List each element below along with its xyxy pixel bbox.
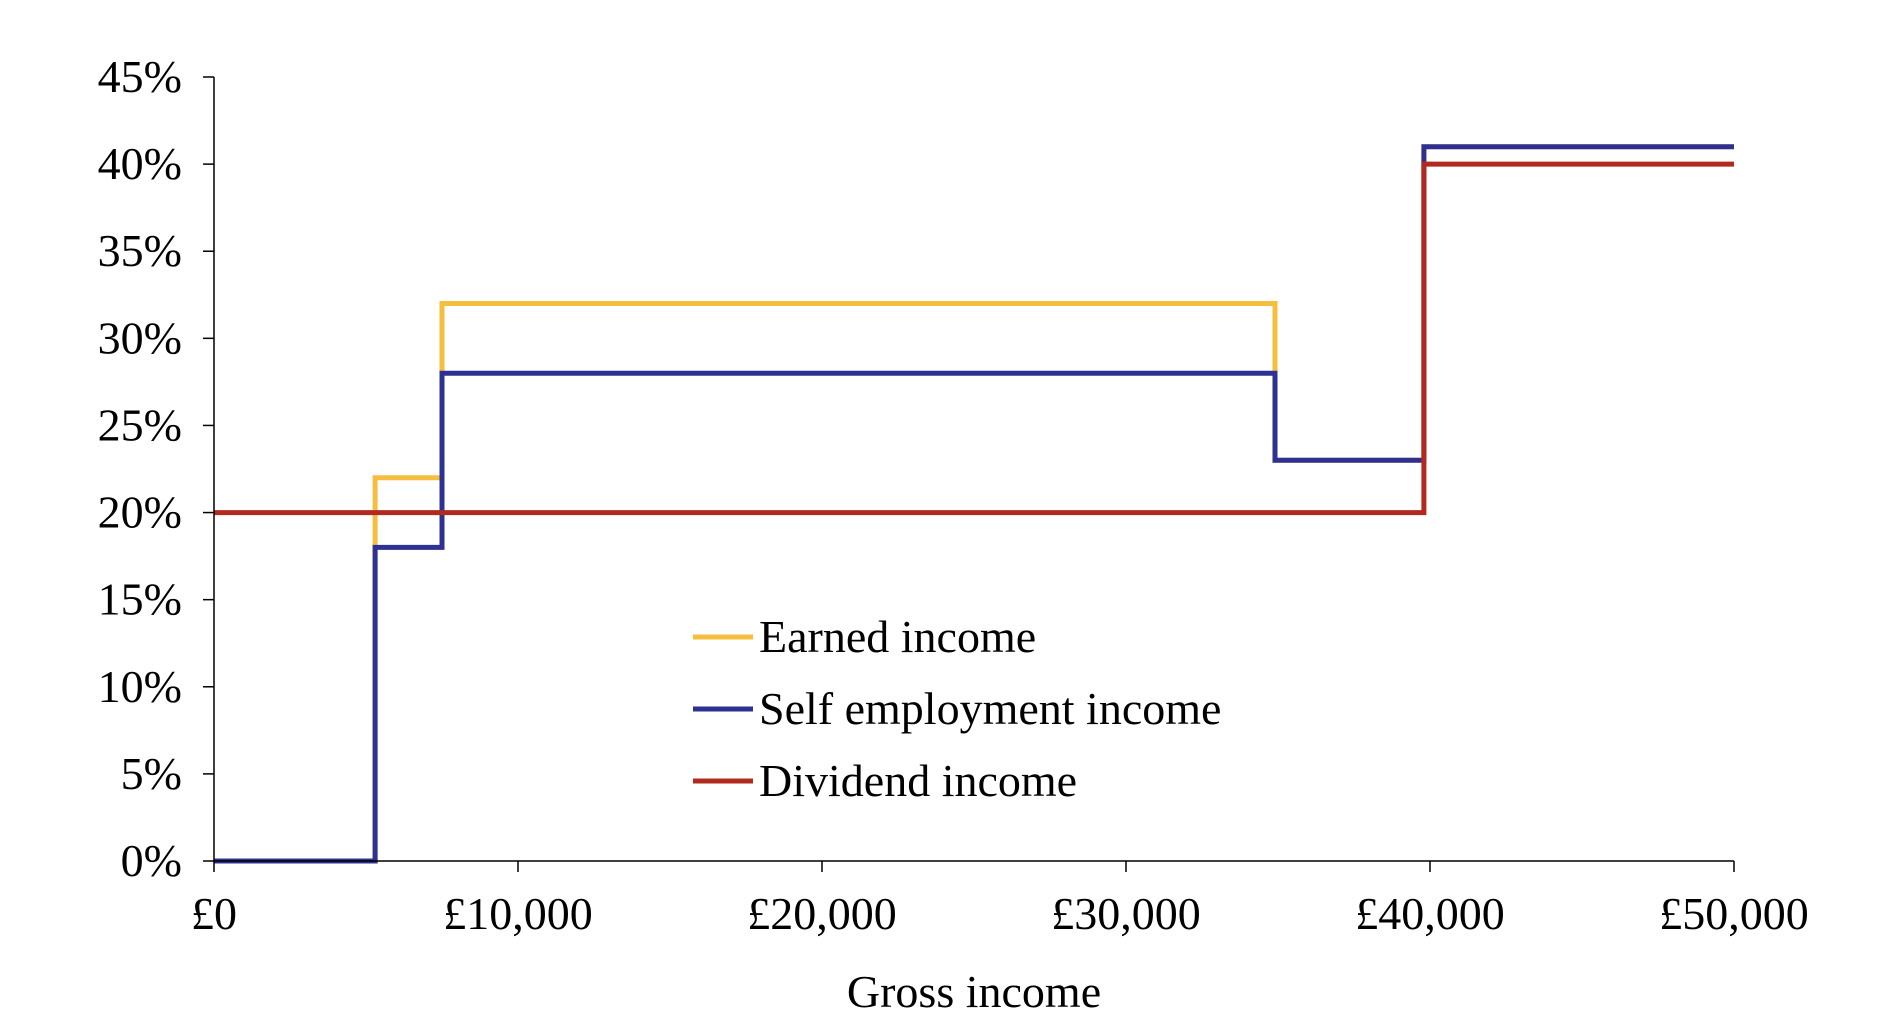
axes-layer xyxy=(213,77,1734,862)
series-layer xyxy=(214,144,1734,864)
y-tick-label: 0% xyxy=(121,835,182,886)
y-tick-label: 30% xyxy=(98,312,182,363)
x-tick-label: £30,000 xyxy=(1051,888,1201,939)
y-tick-label: 20% xyxy=(98,487,182,538)
series-line-2 xyxy=(214,161,1734,516)
y-tick-label: 25% xyxy=(98,399,182,450)
y-tick-label: 45% xyxy=(98,51,182,102)
x-tick-label: £40,000 xyxy=(1355,888,1505,939)
y-tick-label: 40% xyxy=(98,138,182,189)
legend-label-2: Dividend income xyxy=(759,755,1077,806)
x-tick-label: £0 xyxy=(191,888,237,939)
legend-label-1: Self employment income xyxy=(759,683,1221,734)
y-tick-label: 35% xyxy=(98,225,182,276)
x-tick-label: £10,000 xyxy=(443,888,593,939)
legend-label-0: Earned income xyxy=(759,611,1036,662)
ticks-layer: 0% 5% 10% 15% 20% 25% 30% 35% 40% 45% £0 £10,000 £20… xyxy=(98,51,1809,939)
x-tick-label: £20,000 xyxy=(747,888,897,939)
x-axis-title: Gross income xyxy=(847,966,1101,1017)
y-tick-label: 10% xyxy=(98,661,182,712)
y-tick-label: 15% xyxy=(98,574,182,625)
series-line-1 xyxy=(214,144,1734,864)
y-tick-label: 5% xyxy=(121,748,182,799)
x-tick-label: £50,000 xyxy=(1659,888,1809,939)
legend: Earned income Self employment income Divid… xyxy=(693,611,1221,806)
